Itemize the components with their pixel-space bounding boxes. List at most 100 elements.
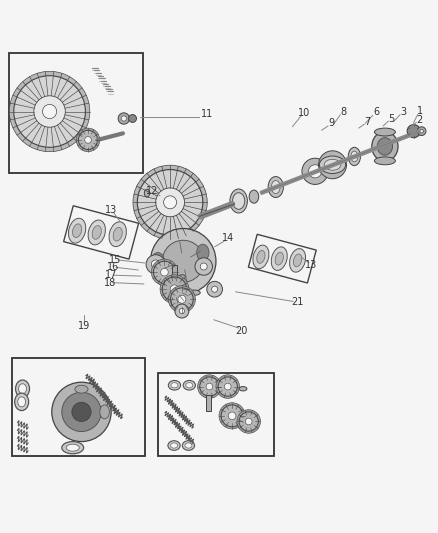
Circle shape [76,128,100,152]
Ellipse shape [188,290,200,295]
Ellipse shape [239,386,247,391]
Ellipse shape [14,393,28,410]
Circle shape [118,113,130,124]
Circle shape [228,412,236,419]
Circle shape [10,71,90,152]
Bar [158,374,274,456]
Circle shape [219,403,245,429]
Ellipse shape [249,190,259,203]
Circle shape [168,286,195,313]
Ellipse shape [233,193,245,209]
Circle shape [207,281,223,297]
Text: 21: 21 [291,297,304,308]
Circle shape [198,375,221,398]
Circle shape [302,158,328,184]
Ellipse shape [109,222,127,247]
Circle shape [218,377,237,396]
Ellipse shape [374,157,396,165]
Text: 12: 12 [146,187,159,196]
Circle shape [164,196,177,209]
Circle shape [200,263,207,270]
Text: 3: 3 [400,107,406,117]
Text: 15: 15 [109,255,121,265]
Ellipse shape [293,254,302,267]
Circle shape [237,410,261,433]
Ellipse shape [68,219,86,243]
Circle shape [150,229,216,294]
Circle shape [420,130,424,133]
Ellipse shape [170,443,177,448]
Ellipse shape [183,381,195,390]
Bar [10,53,143,173]
Circle shape [239,412,258,431]
Circle shape [161,268,168,276]
Ellipse shape [75,385,88,393]
Circle shape [212,286,218,292]
Circle shape [178,295,186,303]
Ellipse shape [319,156,346,174]
Circle shape [160,275,189,304]
Ellipse shape [182,441,194,450]
Circle shape [151,259,177,285]
Ellipse shape [73,224,82,238]
Text: 19: 19 [78,321,90,332]
Ellipse shape [268,176,283,198]
Circle shape [162,277,187,302]
Circle shape [121,116,127,121]
Circle shape [14,76,85,147]
Circle shape [221,405,243,427]
Ellipse shape [351,151,358,161]
Circle shape [129,115,137,123]
Ellipse shape [18,384,26,394]
Ellipse shape [372,132,398,161]
Text: 14: 14 [222,233,234,243]
Circle shape [42,104,57,118]
Text: 17: 17 [105,270,117,280]
Circle shape [170,288,193,311]
Ellipse shape [168,441,180,450]
Text: 1: 1 [417,106,423,116]
Circle shape [179,309,184,313]
Circle shape [138,169,203,235]
Ellipse shape [88,220,106,245]
Ellipse shape [253,245,269,269]
Ellipse shape [92,225,101,239]
Circle shape [200,377,219,396]
Ellipse shape [290,248,306,272]
Circle shape [153,261,175,283]
Text: 9: 9 [328,118,334,128]
Text: 2: 2 [416,115,422,125]
Circle shape [78,130,98,149]
Ellipse shape [185,443,192,448]
Bar [172,265,177,285]
Ellipse shape [377,138,392,155]
Circle shape [245,418,252,425]
Circle shape [407,125,420,138]
Ellipse shape [100,405,110,419]
Circle shape [224,383,231,390]
Text: 6: 6 [373,107,379,117]
Ellipse shape [18,397,25,407]
Circle shape [175,304,189,318]
Ellipse shape [272,181,280,193]
Ellipse shape [62,441,84,454]
Circle shape [318,151,346,179]
Circle shape [206,383,213,390]
Ellipse shape [145,189,150,197]
Ellipse shape [171,383,178,388]
Circle shape [155,188,184,217]
Circle shape [34,96,65,127]
Ellipse shape [15,380,29,398]
Text: 7: 7 [364,117,371,126]
Text: 13: 13 [105,205,117,215]
Ellipse shape [230,189,247,213]
Ellipse shape [275,252,283,265]
Text: 10: 10 [298,108,310,118]
Ellipse shape [257,251,265,263]
Text: 18: 18 [104,278,116,288]
Circle shape [417,127,426,135]
Ellipse shape [178,275,185,279]
Circle shape [195,258,212,275]
Ellipse shape [186,383,193,388]
Ellipse shape [197,244,209,261]
